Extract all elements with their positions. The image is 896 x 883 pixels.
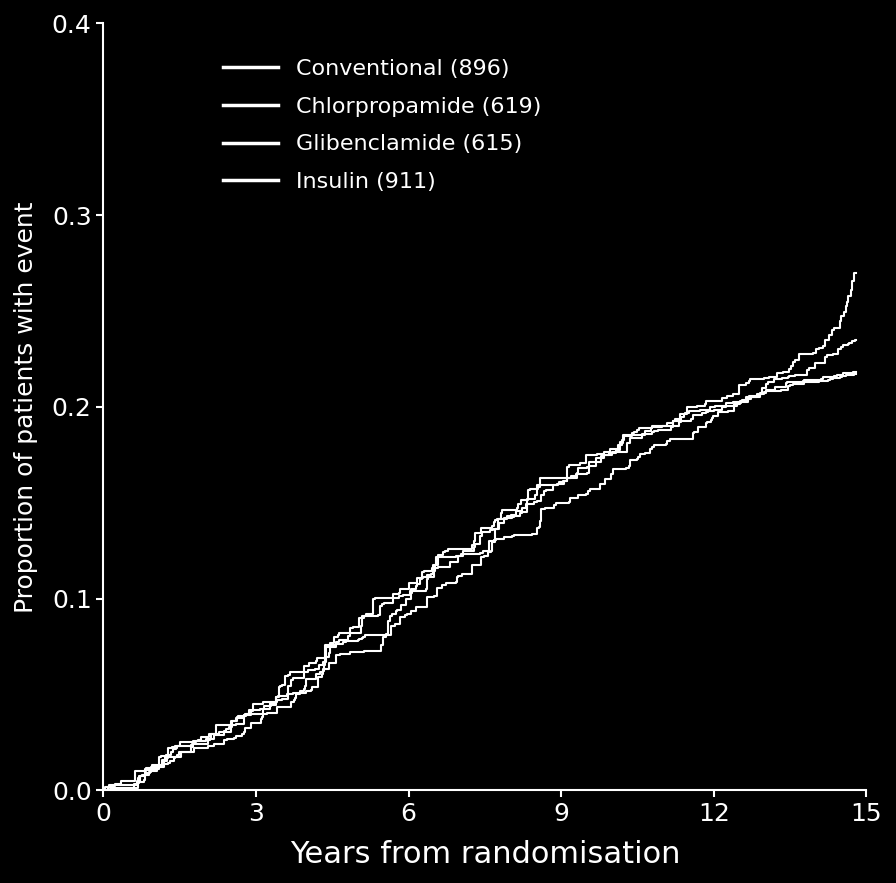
Legend: Conventional (896), Chlorpropamide (619), Glibenclamide (615), Insulin (911): Conventional (896), Chlorpropamide (619)…	[214, 49, 550, 201]
Y-axis label: Proportion of patients with event: Proportion of patients with event	[14, 201, 38, 613]
X-axis label: Years from randomisation: Years from randomisation	[289, 840, 680, 869]
